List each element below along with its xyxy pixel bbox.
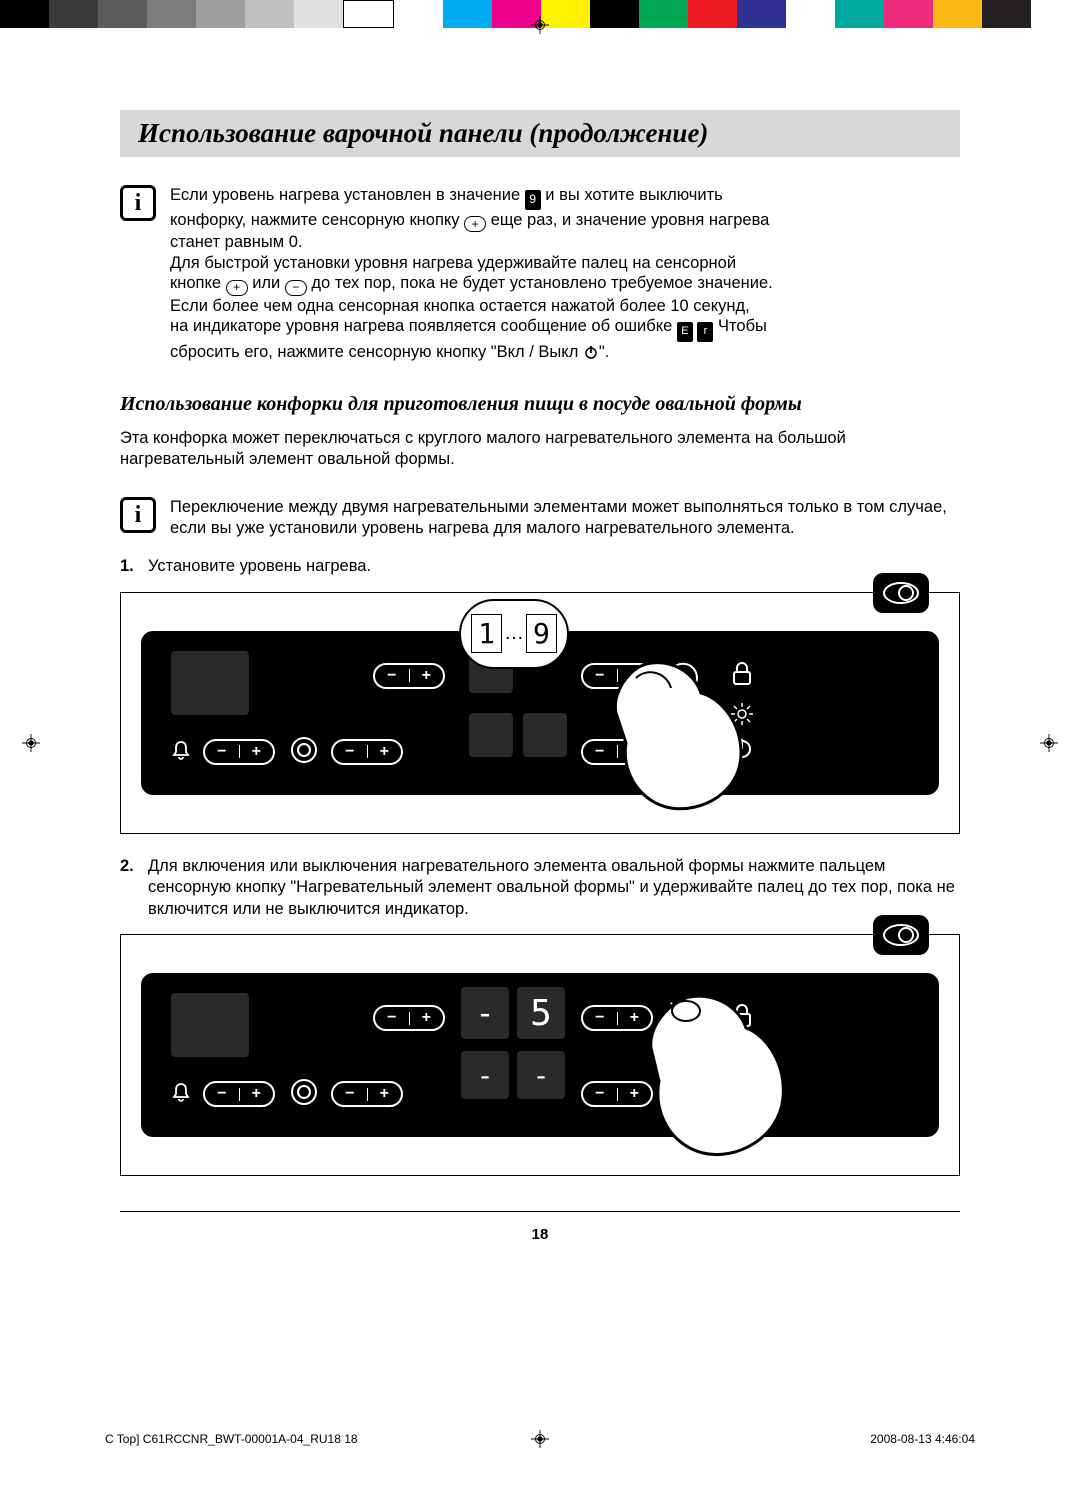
heat-display-3: - [517,1051,565,1099]
text: Если уровень нагрева установлен в значен… [170,186,525,204]
oval-zone-indicator-icon [873,573,929,613]
text: сбросить его, нажмите сенсорную кнопку "… [170,343,583,361]
text: или [248,274,285,292]
step-text: Установите уровень нагрева. [148,556,371,577]
heat-display-2 [469,713,513,757]
control-panel: −+ −+ −+ −+ - 5 - - −+ [141,973,939,1137]
callout-dots: … [504,622,524,645]
text: Если более чем одна сенсорная кнопка ост… [170,297,750,315]
minus-button-icon: − [285,280,307,296]
subheading: Использование конфорки для приготовления… [120,393,960,416]
power-icon [583,344,599,360]
heat-control-1: −+ [373,663,445,689]
info-text-2: Переключение между двумя нагревательными… [170,497,960,538]
oval-zone-indicator-icon [873,915,929,955]
hand-pointer-icon [621,983,811,1173]
heat-display-value: 5 [517,987,565,1039]
plus-button-icon: + [464,216,486,232]
control-panel-figure-1: −+ −+ −+ −+ −+ 1 … 9 [120,592,960,834]
error-icon: r [697,322,713,342]
timer-control: −+ [203,1081,275,1107]
text: на индикаторе уровня нагрева появляется … [170,317,677,335]
heat-display-2: - [461,1051,509,1099]
info-icon: i [120,497,156,533]
text: до тех пор, пока не будет установлено тр… [307,274,773,292]
heat-control-1: −+ [373,1005,445,1031]
text: конфорку, нажмите сенсорную кнопку [170,211,464,229]
info-text-1: Если уровень нагрева установлен в значен… [170,185,773,363]
control-panel-figure-2: −+ −+ −+ −+ - 5 - - −+ [120,934,960,1176]
text: еще раз, и значение уровня нагрева [486,211,769,229]
page-title: Использование варочной панели (продолжен… [120,110,960,157]
timer-display [171,651,249,715]
text: кнопке [170,274,226,292]
registration-mark-icon [531,16,549,34]
bell-icon [169,1081,193,1105]
text: ". [599,343,609,361]
timer-control: −+ [203,739,275,765]
info-block-1: i Если уровень нагрева установлен в знач… [120,185,960,363]
registration-mark-icon [22,734,40,752]
step-text: Для включения или выключения нагреватель… [148,856,960,920]
footer-file: C Top] C61RCCNR_BWT-00001A-04_RU18 18 [105,1432,358,1446]
dual-zone-icon [289,1077,319,1107]
registration-mark-icon [1040,734,1058,752]
text: станет равным 0. [170,233,302,251]
step-1: 1. Установите уровень нагрева. [120,556,960,577]
heat-display-3 [523,713,567,757]
dual-zone-icon [289,735,319,765]
footer-timestamp: 2008-08-13 4:46:04 [870,1432,975,1446]
info-icon: i [120,185,156,221]
page-number: 18 [120,1226,960,1243]
print-footer: C Top] C61RCCNR_BWT-00001A-04_RU18 18 20… [105,1432,975,1446]
paragraph-1: Эта конфорка может переключаться с кругл… [120,428,960,469]
divider [120,1211,960,1212]
callout-max: 9 [526,614,557,653]
callout-heat-range: 1 … 9 [459,599,569,669]
callout-min: 1 [471,614,502,653]
hand-pointer-icon [591,643,771,823]
text: Чтобы [713,317,766,335]
page-content: Использование варочной панели (продолжен… [120,110,960,1243]
bell-icon [169,739,193,763]
info-block-2: i Переключение между двумя нагревательны… [120,497,960,538]
step-number: 1. [120,556,140,577]
step-2: 2. Для включения или выключения нагреват… [120,856,960,920]
digit-9-icon: 9 [525,190,541,210]
heat-display-1: - [461,987,509,1039]
plus-button-icon: + [226,280,248,296]
text: и вы хотите выключить [541,186,723,204]
error-icon: E [677,322,693,342]
timer-display [171,993,249,1057]
step-number: 2. [120,856,140,920]
heat-control-3: −+ [331,1081,403,1107]
text: Для быстрой установки уровня нагрева уде… [170,254,736,272]
heat-control-3: −+ [331,739,403,765]
